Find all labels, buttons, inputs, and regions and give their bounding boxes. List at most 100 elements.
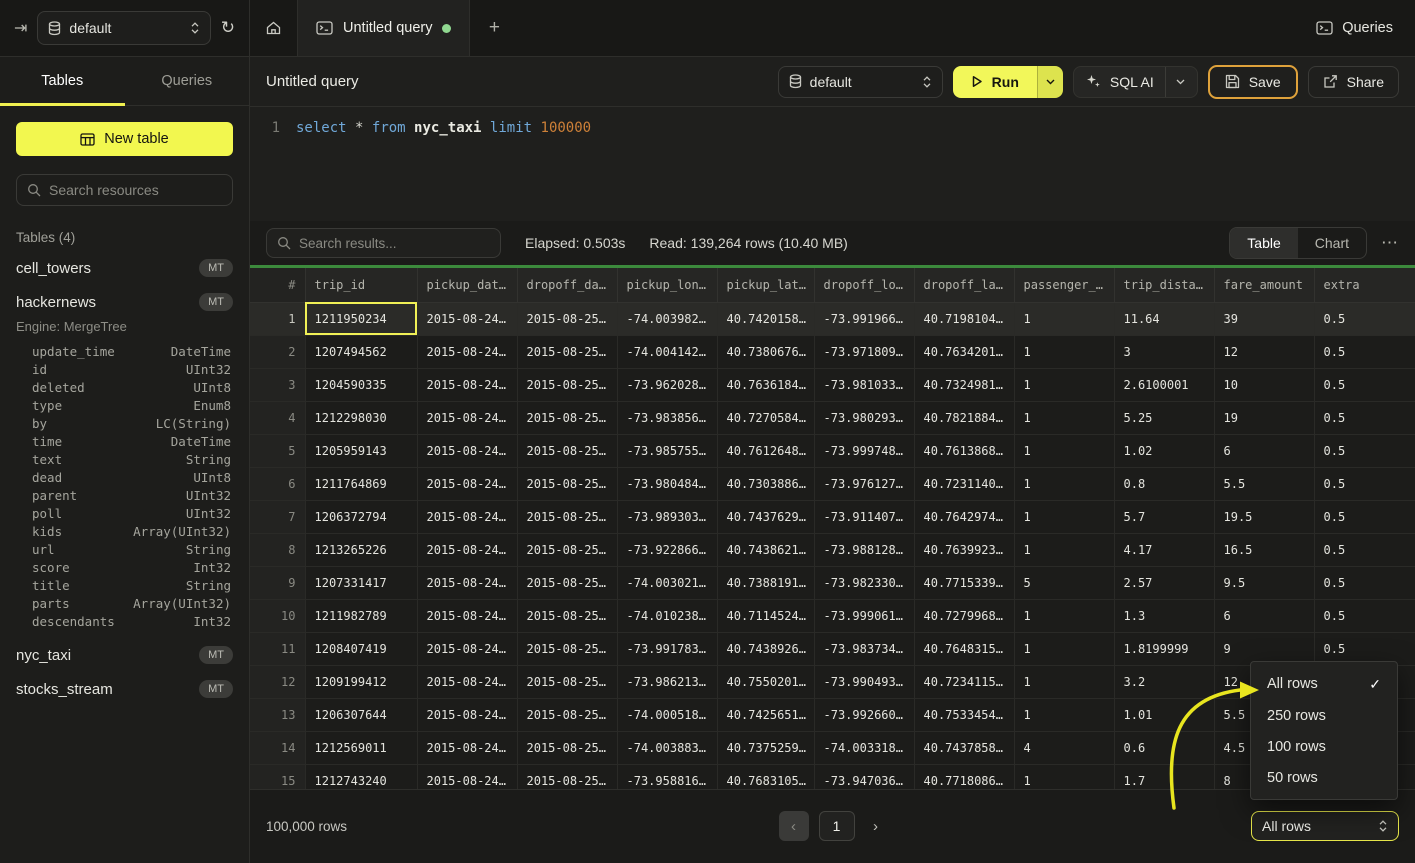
table-cell[interactable]: 2015-08-24… <box>417 698 518 732</box>
table-cell[interactable]: 0.5 <box>1314 533 1415 567</box>
next-page-button[interactable]: › <box>873 817 878 835</box>
table-cell[interactable]: 2015-08-25… <box>517 566 618 600</box>
table-cell[interactable]: 1 <box>1014 533 1115 567</box>
table-cell[interactable]: 40.7438926… <box>717 632 815 666</box>
table-cell[interactable]: 40.7438621… <box>717 533 815 567</box>
table-cell[interactable]: 2015-08-24… <box>417 467 518 501</box>
column-header[interactable]: pickup_dat… <box>417 268 518 303</box>
table-cell[interactable]: 16.5 <box>1214 533 1315 567</box>
table-cell[interactable]: -73.990493… <box>814 665 915 699</box>
table-cell[interactable]: 2015-08-24… <box>417 632 518 666</box>
table-cell[interactable]: 40.7375259… <box>717 731 815 765</box>
table-cell[interactable]: 6 <box>1214 434 1315 468</box>
table-cell[interactable]: 9.5 <box>1214 566 1315 600</box>
table-cell[interactable]: 0.5 <box>1314 599 1415 633</box>
table-cell[interactable]: -73.986213… <box>617 665 718 699</box>
table-cell[interactable]: 2015-08-25… <box>517 599 618 633</box>
table-cell[interactable]: 1 <box>1014 665 1115 699</box>
queries-button[interactable]: Queries <box>1316 20 1393 36</box>
table-cell[interactable]: -73.981033… <box>814 368 915 402</box>
table-cell[interactable]: 0.5 <box>1314 302 1415 336</box>
sidebar-collapse-icon[interactable]: ⇥ <box>14 20 28 37</box>
table-cell[interactable]: 40.7279968… <box>914 599 1015 633</box>
table-cell[interactable]: 1212743240 <box>305 764 418 789</box>
table-cell[interactable]: 2015-08-25… <box>517 731 618 765</box>
table-cell[interactable]: -73.991783… <box>617 632 718 666</box>
column-header[interactable]: pickup_lon… <box>617 268 718 303</box>
table-cell[interactable]: 11.64 <box>1114 302 1215 336</box>
table-cell[interactable]: 5.5 <box>1214 467 1315 501</box>
table-cell[interactable]: 40.7612648… <box>717 434 815 468</box>
table-cell[interactable]: 0.5 <box>1314 368 1415 402</box>
table-cell[interactable]: 1205959143 <box>305 434 418 468</box>
table-cell[interactable]: -74.010238… <box>617 599 718 633</box>
results-search-input[interactable] <box>299 235 490 251</box>
sidebar-tab-tables[interactable]: Tables <box>0 57 125 106</box>
table-cell[interactable]: 9 <box>1214 632 1315 666</box>
share-button[interactable]: Share <box>1307 65 1399 98</box>
table-cell[interactable]: -73.988128… <box>814 533 915 567</box>
table-cell[interactable]: 19 <box>1214 401 1315 435</box>
table-cell[interactable]: -73.976127… <box>814 467 915 501</box>
save-button[interactable]: Save <box>1207 64 1298 99</box>
table-cell[interactable]: 2015-08-25… <box>517 665 618 699</box>
table-cell[interactable]: 40.7613868… <box>914 434 1015 468</box>
view-toggle-chart[interactable]: Chart <box>1314 235 1349 251</box>
table-cell[interactable]: 40.7198104… <box>914 302 1015 336</box>
table-cell[interactable]: 39 <box>1214 302 1315 336</box>
refresh-icon[interactable]: ↻ <box>220 18 235 37</box>
column-header[interactable]: passenger_… <box>1014 268 1115 303</box>
table-cell[interactable]: 40.7550201… <box>717 665 815 699</box>
table-item-cell_towers[interactable]: cell_towers MT <box>0 251 249 285</box>
prev-page-button[interactable]: ‹ <box>778 811 809 841</box>
table-cell[interactable]: 2015-08-24… <box>417 665 518 699</box>
table-cell[interactable]: 12 <box>1214 335 1315 369</box>
table-cell[interactable]: 40.7715339… <box>914 566 1015 600</box>
table-cell[interactable]: 40.7634201… <box>914 335 1015 369</box>
sidebar-search[interactable] <box>16 174 233 206</box>
table-cell[interactable]: -74.000518… <box>617 698 718 732</box>
table-cell[interactable]: 2.6100001 <box>1114 368 1215 402</box>
table-cell[interactable]: 40.7821884… <box>914 401 1015 435</box>
table-cell[interactable]: 19.5 <box>1214 500 1315 534</box>
table-item-nyc_taxi[interactable]: nyc_taxi MT <box>0 638 249 672</box>
table-cell[interactable]: 1.8199999 <box>1114 632 1215 666</box>
table-cell[interactable]: 40.7639923… <box>914 533 1015 567</box>
table-cell[interactable]: 1204590335 <box>305 368 418 402</box>
table-cell[interactable]: 4 <box>1014 731 1115 765</box>
table-cell[interactable]: 1 <box>1014 500 1115 534</box>
table-cell[interactable]: -73.947036… <box>814 764 915 789</box>
table-cell[interactable]: 2015-08-24… <box>417 434 518 468</box>
table-cell[interactable]: 1 <box>1014 599 1115 633</box>
table-cell[interactable]: 2015-08-25… <box>517 467 618 501</box>
more-options-button[interactable]: ⋯ <box>1381 233 1399 252</box>
table-cell[interactable]: -73.958816… <box>617 764 718 789</box>
sidebar-tab-queries[interactable]: Queries <box>161 73 213 89</box>
table-cell[interactable]: 2015-08-24… <box>417 335 518 369</box>
table-cell[interactable]: 5 <box>1014 566 1115 600</box>
table-cell[interactable]: 1.3 <box>1114 599 1215 633</box>
table-cell[interactable]: 1206372794 <box>305 500 418 534</box>
table-cell[interactable]: -74.003982… <box>617 302 718 336</box>
database-selector-query[interactable]: default <box>777 65 943 98</box>
table-cell[interactable]: 40.7683105… <box>717 764 815 789</box>
table-cell[interactable]: 1207494562 <box>305 335 418 369</box>
column-header[interactable]: dropoff_lo… <box>814 268 915 303</box>
table-cell[interactable]: 2015-08-24… <box>417 401 518 435</box>
table-cell[interactable]: -73.992660… <box>814 698 915 732</box>
table-cell[interactable]: 40.7718086… <box>914 764 1015 789</box>
table-cell[interactable]: -73.962028… <box>617 368 718 402</box>
table-cell[interactable]: -73.980484… <box>617 467 718 501</box>
table-cell[interactable]: 0.6 <box>1114 731 1215 765</box>
column-header[interactable]: fare_amount <box>1214 268 1315 303</box>
column-header[interactable]: trip_dista… <box>1114 268 1215 303</box>
table-cell[interactable]: 1211764869 <box>305 467 418 501</box>
table-cell[interactable]: 1208407419 <box>305 632 418 666</box>
table-cell[interactable]: 1 <box>1014 698 1115 732</box>
table-cell[interactable]: 1.02 <box>1114 434 1215 468</box>
table-cell[interactable]: 0.5 <box>1314 500 1415 534</box>
table-cell[interactable]: 0.5 <box>1314 566 1415 600</box>
table-cell[interactable]: 1212298030 <box>305 401 418 435</box>
table-cell[interactable]: 0.5 <box>1314 434 1415 468</box>
page-size-option-100-rows[interactable]: 100 rows <box>1251 731 1397 762</box>
